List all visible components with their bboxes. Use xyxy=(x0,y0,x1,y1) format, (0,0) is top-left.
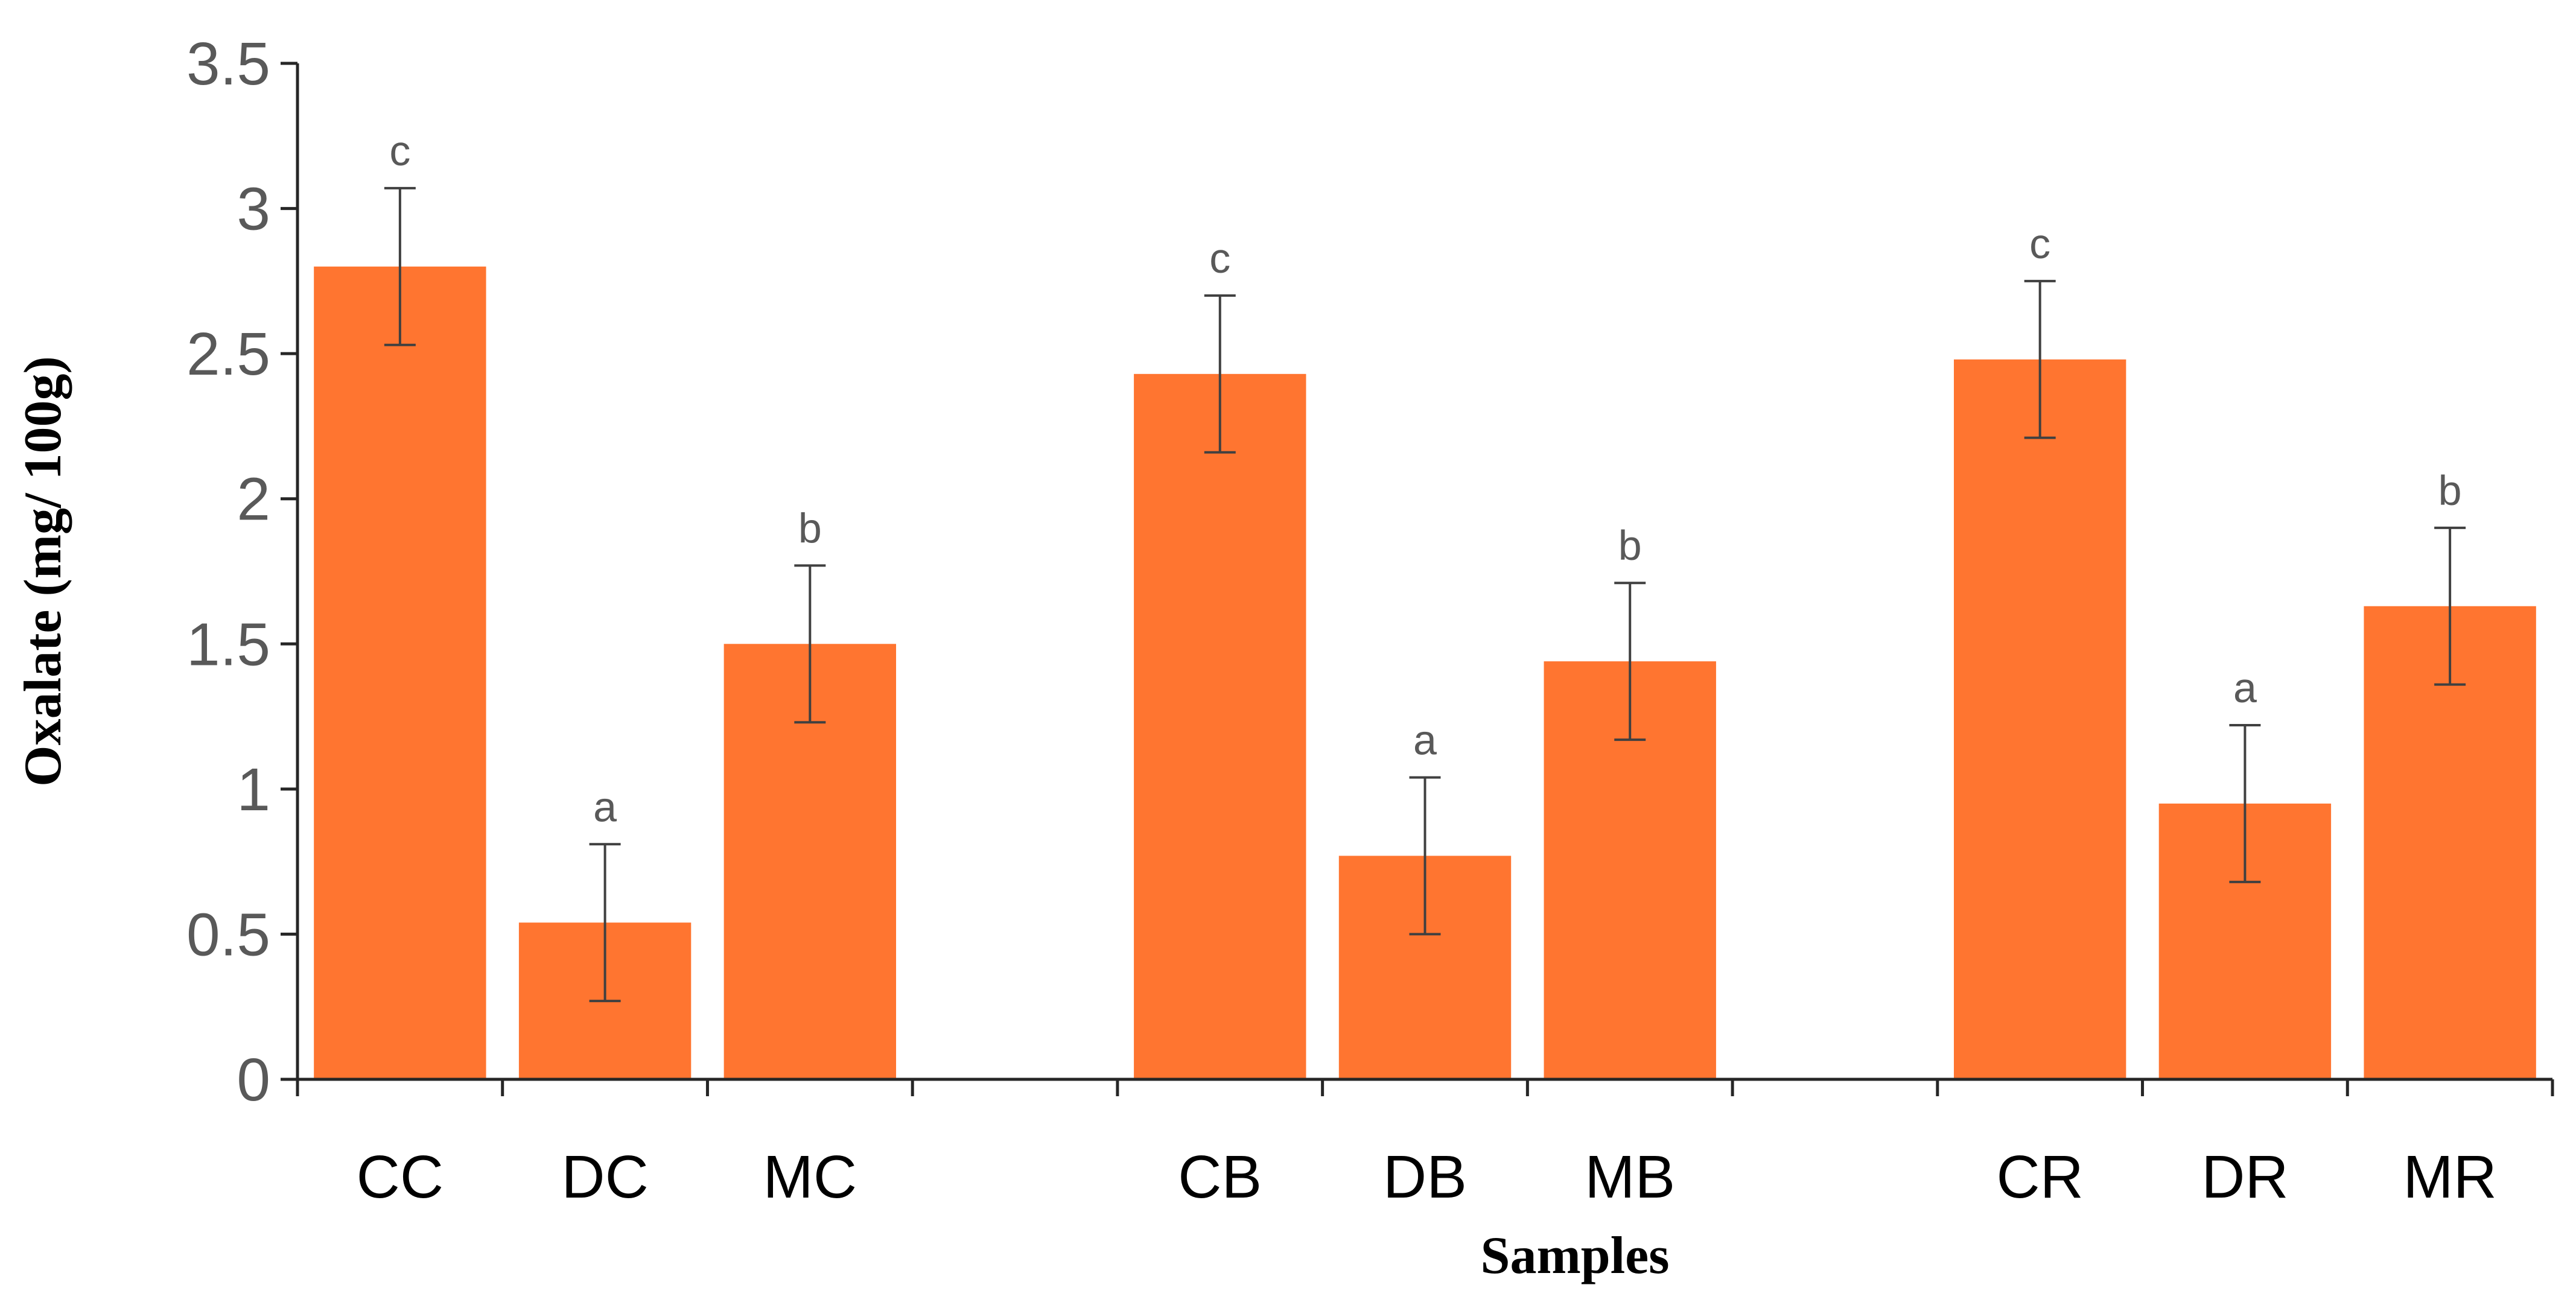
y-tick-label: 2 xyxy=(237,466,270,533)
significance-label-mb: b xyxy=(1618,522,1642,569)
significance-label-dr: a xyxy=(2233,664,2257,711)
significance-label-mc: b xyxy=(798,504,822,551)
x-axis-labels: CC DC MC CB DB MB CR DR MR xyxy=(357,1143,2497,1211)
axes xyxy=(296,63,2552,1081)
significance-label-cr: c xyxy=(2029,220,2050,267)
y-tick-label: 0 xyxy=(237,1046,270,1114)
bars xyxy=(314,266,2536,1080)
significance-label-mr: b xyxy=(2438,467,2462,514)
y-tick-label: 1 xyxy=(237,756,270,824)
category-label-mr: MR xyxy=(2403,1143,2497,1211)
category-label-db: DB xyxy=(1383,1143,1467,1211)
category-label-cr: CR xyxy=(1996,1143,2083,1211)
significance-label-db: a xyxy=(1413,717,1437,764)
category-label-cc: CC xyxy=(357,1143,444,1211)
bar-cr xyxy=(1953,359,2126,1080)
error-bars xyxy=(384,186,2466,1003)
significance-label-cb: c xyxy=(1209,235,1230,282)
significance-label-cc: c xyxy=(389,127,410,174)
y-tick-label: 3.5 xyxy=(186,30,270,98)
y-axis-ticks: 0 0.5 1 1.5 2 2.5 3 3.5 xyxy=(186,30,297,1114)
y-tick-label: 0.5 xyxy=(186,901,270,968)
y-tick-label: 2.5 xyxy=(186,320,270,388)
y-axis-title: Oxalate (mg/ 100g) xyxy=(14,356,72,787)
category-label-dr: DR xyxy=(2201,1143,2288,1211)
category-label-dc: DC xyxy=(561,1143,648,1211)
significance-label-dc: a xyxy=(593,783,617,830)
category-label-cb: CB xyxy=(1178,1143,1262,1211)
category-label-mc: MC xyxy=(763,1143,857,1211)
x-axis-title: Samples xyxy=(1481,1227,1670,1285)
bar-cb xyxy=(1134,373,1306,1079)
y-tick-label: 3 xyxy=(237,176,270,243)
category-label-mb: MB xyxy=(1585,1143,1675,1211)
bar-cc xyxy=(314,266,486,1079)
y-tick-label: 1.5 xyxy=(186,611,270,678)
significance-labels: c a b c a b c a b xyxy=(389,127,2461,830)
x-axis-ticks xyxy=(296,1079,2554,1096)
